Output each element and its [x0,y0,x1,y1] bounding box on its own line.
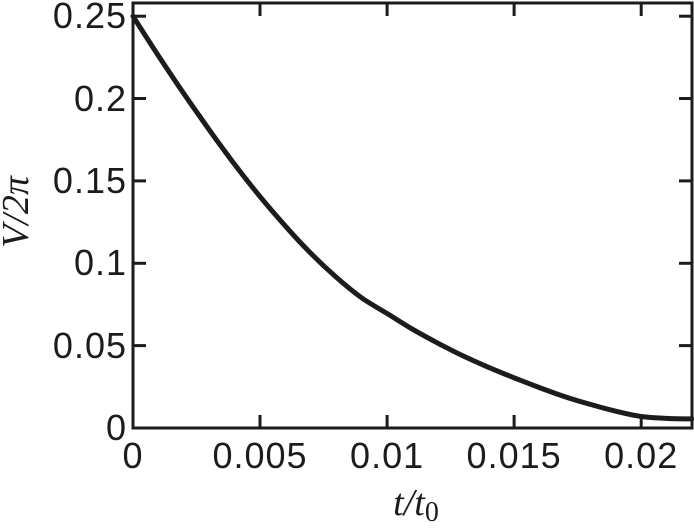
x-tick-label: 0.01 [350,435,425,476]
x-tick-label: 0.015 [466,435,562,476]
y-tick-label: 0.1 [73,242,127,284]
plot-box [131,1,694,430]
x-tick-label: 0.005 [212,435,308,476]
y-tick-label: 0.2 [73,77,127,119]
y-axis-label-text: V/2π [0,176,37,248]
x-axis-label: t/t0 [393,482,439,527]
y-tick-label: 0 [105,407,127,448]
y-tick-label: 0.15 [52,159,127,201]
x-tick-label: 0 [122,435,144,476]
x-tick-label: 0.02 [604,435,679,476]
y-tick-label: 0.05 [52,324,127,366]
x-axis-label-text: t/t [393,482,425,524]
y-axis-label: V/2π [0,176,37,248]
y-tick-label: 0.25 [52,0,127,37]
data-curve [130,13,694,422]
x-axis-label-subscript: 0 [424,497,439,529]
